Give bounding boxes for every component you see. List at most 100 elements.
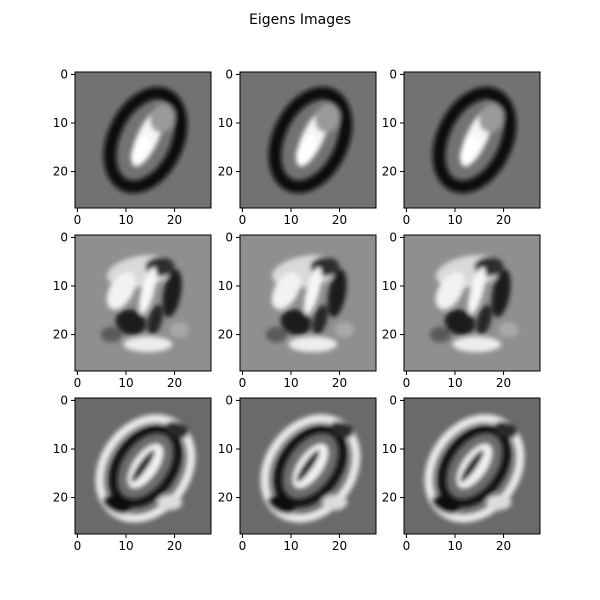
eigen-pattern: [95, 414, 196, 523]
lower-left-dark: [267, 495, 295, 514]
bottom-bright: [123, 336, 173, 353]
left-bright: [271, 272, 301, 310]
bottom-left-shade: [429, 326, 452, 343]
upper-right-dark: [165, 421, 189, 438]
left-bright: [106, 272, 136, 310]
axes-frame: [239, 71, 377, 209]
y-tick-label: 20: [382, 165, 397, 179]
y-tick-label: 0: [389, 230, 397, 244]
x-tick-label: 10: [118, 539, 133, 553]
eigen-pattern: [432, 86, 517, 194]
bottom-left-shade: [265, 326, 288, 343]
eigen-pattern: [265, 255, 355, 353]
eigen-image: [240, 235, 376, 371]
y-tick-label: 20: [53, 328, 68, 342]
right-dark: [491, 269, 511, 318]
x-tick-label: 20: [167, 213, 182, 227]
bright-core-lower: [459, 135, 480, 165]
eigen-panel-2: 0 10 20 0 10 20: [218, 67, 377, 227]
y-tick-label: 0: [225, 230, 233, 244]
lower-right-bright: [157, 494, 183, 511]
x-tick-label: 0: [239, 376, 247, 390]
bottom-right-shade: [334, 321, 355, 338]
eigen-image: [404, 398, 540, 534]
y-tick-label: 0: [60, 230, 68, 244]
bottom-right-shade: [169, 321, 190, 338]
lower-right-bright: [486, 494, 512, 511]
y-tick-label: 20: [218, 328, 233, 342]
center-dark-stroke: [296, 449, 320, 483]
x-tick-label: 0: [239, 213, 247, 227]
axes-frame: [74, 71, 212, 209]
upper-right-dark: [494, 421, 518, 438]
x-tick-label: 20: [332, 376, 347, 390]
axes-frame: [74, 397, 212, 535]
x-tick-label: 10: [447, 376, 462, 390]
dark-ring: [103, 86, 188, 194]
eigen-pattern: [260, 414, 361, 523]
x-tick-label: 20: [167, 539, 182, 553]
x-tick-label: 10: [283, 376, 298, 390]
eigen-image: [404, 235, 540, 371]
eigen-pattern: [429, 255, 519, 353]
y-tick-label: 10: [382, 442, 397, 456]
eigen-pattern: [268, 86, 353, 194]
bottom-right-shade: [498, 321, 519, 338]
y-tick-label: 0: [60, 393, 68, 407]
x-tick-label: 10: [447, 213, 462, 227]
x-tick-label: 10: [283, 213, 298, 227]
y-tick-label: 20: [218, 165, 233, 179]
eigen-panel-7: 0 10 20 0 10 20: [53, 393, 212, 553]
lower-dark: [444, 309, 476, 336]
x-tick-label: 20: [496, 213, 511, 227]
left-bright: [435, 272, 465, 310]
eigen-panel-9: 0 10 20 0 10 20: [382, 393, 541, 553]
eigen-panel-8: 0 10 20 0 10 20: [218, 393, 377, 553]
eigen-panel-6: 0 10 20 0 10 20: [382, 230, 541, 390]
eigen-image: [75, 72, 211, 208]
center-dark-stroke: [460, 449, 484, 483]
lower-left-dark: [431, 495, 459, 514]
eigen-panel-4: 0 10 20 0 10 20: [53, 230, 212, 390]
right-dark: [327, 269, 347, 318]
bright-core-lower: [130, 135, 151, 165]
eigen-panel-5: 0 10 20 0 10 20: [218, 230, 377, 390]
y-tick-label: 20: [382, 328, 397, 342]
y-tick-label: 0: [225, 67, 233, 81]
eigen-image: [240, 72, 376, 208]
lower-dark-2: [312, 304, 328, 336]
bottom-left-shade: [100, 326, 123, 343]
y-tick-label: 20: [53, 165, 68, 179]
x-tick-label: 0: [403, 376, 411, 390]
x-tick-label: 0: [74, 539, 82, 553]
x-tick-label: 0: [239, 539, 247, 553]
y-tick-label: 10: [382, 116, 397, 130]
x-tick-label: 20: [496, 376, 511, 390]
axes-frame: [239, 234, 377, 372]
bottom-bright: [452, 336, 502, 353]
lower-dark-2: [476, 304, 492, 336]
center-bright: [468, 267, 486, 315]
axes-frame: [403, 234, 541, 372]
eigen-image: [404, 72, 540, 208]
x-tick-label: 20: [167, 376, 182, 390]
y-tick-label: 0: [60, 67, 68, 81]
y-tick-label: 10: [218, 442, 233, 456]
x-tick-label: 20: [332, 213, 347, 227]
y-tick-label: 0: [389, 67, 397, 81]
dark-ring: [268, 86, 353, 194]
ring-shade: [314, 103, 340, 133]
y-tick-label: 10: [382, 279, 397, 293]
lower-left-dark: [102, 495, 130, 514]
ring-shade: [149, 103, 175, 133]
bottom-bright: [288, 336, 338, 353]
y-tick-label: 10: [53, 279, 68, 293]
y-tick-label: 20: [218, 491, 233, 505]
y-tick-label: 0: [225, 393, 233, 407]
lower-right-bright: [322, 494, 348, 511]
y-tick-label: 20: [382, 491, 397, 505]
x-tick-label: 0: [403, 213, 411, 227]
y-tick-label: 10: [218, 279, 233, 293]
axes-frame: [403, 71, 541, 209]
